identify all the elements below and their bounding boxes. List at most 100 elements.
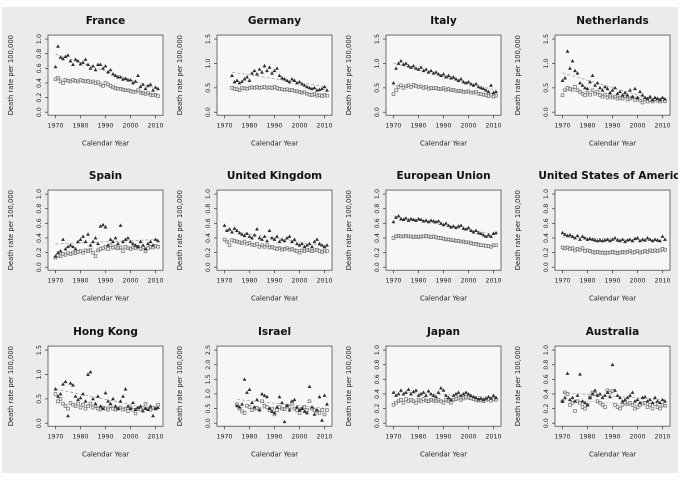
chart-panel-italy: Italy 1970 1980 1990 2000 2010 Calendar Year 0.… [340, 7, 509, 162]
trend-line-square [55, 77, 159, 96]
svg-text:0.2: 0.2 [36, 93, 43, 103]
plot-area [554, 345, 671, 427]
svg-text:0.6: 0.6 [543, 219, 550, 229]
panel-title: Italy [430, 15, 457, 27]
svg-text:0.6: 0.6 [374, 374, 381, 384]
x-axis: 1970 1980 1990 2000 2010 Calendar Year [554, 115, 671, 147]
svg-text:2000: 2000 [291, 122, 307, 129]
svg-text:0.5: 0.5 [205, 83, 212, 93]
x-axis: 1970 1980 1990 2000 2010 Calendar Year [216, 270, 333, 303]
series-triangle-points [560, 49, 667, 102]
panel-title: European Union [396, 170, 490, 182]
chart-panel-france: France 1970 1980 1990 2000 2010 Calendar Year 0… [2, 7, 171, 162]
svg-text:1990: 1990 [97, 278, 113, 285]
svg-text:1980: 1980 [579, 122, 595, 129]
panel-title: Spain [89, 170, 122, 182]
svg-text:0.6: 0.6 [543, 374, 550, 384]
y-axis: 0.0 0.2 0.4 0.6 0.8 1.0 Death rate per 100,000 [176, 189, 217, 273]
svg-text:2000: 2000 [460, 122, 476, 129]
svg-text:1980: 1980 [579, 278, 595, 285]
svg-text:2000: 2000 [122, 433, 138, 440]
trend-line-square [393, 234, 497, 247]
svg-text:0.4: 0.4 [543, 233, 550, 243]
svg-text:0.0: 0.0 [36, 263, 43, 273]
svg-text:1970: 1970 [47, 278, 63, 285]
svg-text:0.4: 0.4 [205, 233, 212, 243]
y-axis: 0.0 0.5 1.0 1.5 Death rate per 100,000 [345, 34, 386, 117]
svg-text:0.0: 0.0 [36, 107, 43, 117]
svg-text:2010: 2010 [316, 278, 332, 285]
svg-text:2.0: 2.0 [205, 359, 212, 369]
mortality-trellis-figure: France 1970 1980 1990 2000 2010 Calendar Year 0… [2, 7, 678, 473]
y-axis-label: Death rate per 100,000 [514, 35, 522, 115]
chart-panel-australia: Australia 1970 1980 1990 2000 2010 Calendar Ye… [509, 318, 678, 473]
svg-text:1980: 1980 [410, 122, 426, 129]
x-axis: 1970 1980 1990 2000 2010 Calendar Year [47, 425, 164, 458]
panel-title: France [86, 15, 126, 27]
series-triangle-points [391, 59, 498, 95]
svg-text:2000: 2000 [629, 433, 645, 440]
svg-text:0.2: 0.2 [374, 248, 381, 258]
svg-text:0.5: 0.5 [205, 403, 212, 413]
y-axis: 0.0 0.2 0.4 0.6 0.8 1.0 Death rate per 100,000 [345, 345, 386, 428]
y-axis-label: Death rate per 100,000 [176, 35, 184, 115]
panel-title: Netherlands [576, 15, 649, 27]
y-axis: 0.0 0.5 1.0 1.5 2.0 2.5 Death rate per 100,000 [176, 345, 217, 428]
x-axis-label: Calendar Year [589, 450, 636, 458]
svg-text:1.0: 1.0 [374, 189, 381, 199]
svg-text:1980: 1980 [241, 122, 257, 129]
plot-area [216, 34, 333, 116]
svg-text:1.5: 1.5 [205, 374, 212, 384]
svg-text:2010: 2010 [485, 122, 501, 129]
svg-text:1980: 1980 [241, 433, 257, 440]
series-triangle-points [53, 223, 160, 259]
svg-text:0.2: 0.2 [205, 248, 212, 258]
svg-text:1970: 1970 [385, 433, 401, 440]
y-axis: 0.0 0.2 0.4 0.6 0.8 1.0 Death rate per 100,000 [514, 345, 555, 428]
svg-text:2010: 2010 [316, 433, 332, 440]
y-axis: 0.0 0.5 1.0 1.5 Death rate per 100,000 [7, 345, 48, 428]
svg-text:1980: 1980 [410, 433, 426, 440]
trend-line-triangle [562, 72, 666, 104]
chart-panel-svg: Israel 1970 1980 1990 2000 2010 Calendar Year 0… [176, 326, 333, 458]
svg-text:0.0: 0.0 [374, 263, 381, 273]
trend-line-square [236, 406, 328, 410]
svg-text:1990: 1990 [435, 278, 451, 285]
svg-text:0.0: 0.0 [543, 263, 550, 273]
svg-text:1.5: 1.5 [374, 34, 381, 44]
svg-text:0.8: 0.8 [374, 359, 381, 369]
y-axis: 0.0 0.2 0.4 0.6 0.8 1.0 Death rate per 100,000 [345, 189, 386, 273]
svg-text:1.5: 1.5 [36, 345, 43, 355]
svg-text:0.5: 0.5 [36, 393, 43, 403]
x-axis: 1970 1980 1990 2000 2010 Calendar Year [554, 425, 671, 458]
svg-text:2010: 2010 [654, 433, 670, 440]
y-axis: 0.0 0.2 0.4 0.6 0.8 1.0 Death rate per 100,000 [7, 34, 48, 117]
x-axis: 1970 1980 1990 2000 2010 Calendar Year [216, 425, 333, 458]
chart-panel-svg: Australia 1970 1980 1990 2000 2010 Calendar Ye… [514, 326, 671, 458]
svg-text:0.0: 0.0 [374, 418, 381, 428]
svg-text:1980: 1980 [72, 122, 88, 129]
series-triangle-points [560, 362, 667, 407]
series-square-points [230, 85, 329, 98]
svg-text:1.0: 1.0 [36, 34, 43, 44]
svg-text:1.0: 1.0 [374, 345, 381, 355]
chart-panel-israel: Israel 1970 1980 1990 2000 2010 Calendar Year 0… [171, 318, 340, 473]
chart-panel-united-kingdom: United Kingdom 1970 1980 1990 2000 2010 Calend… [171, 162, 340, 317]
svg-text:0.2: 0.2 [374, 403, 381, 413]
svg-text:2010: 2010 [147, 433, 163, 440]
chart-panel-european-union: European Union 1970 1980 1990 2000 2010 Calend… [340, 162, 509, 317]
series-square-points [560, 246, 667, 256]
svg-text:0.6: 0.6 [205, 219, 212, 229]
series-triangle-points [560, 231, 667, 244]
svg-text:1990: 1990 [604, 433, 620, 440]
svg-text:0.2: 0.2 [543, 403, 550, 413]
chart-panel-japan: Japan 1970 1980 1990 2000 2010 Calendar Year 0.… [340, 318, 509, 473]
svg-text:2000: 2000 [460, 278, 476, 285]
series-triangle-points [230, 63, 329, 92]
svg-text:2010: 2010 [147, 278, 163, 285]
svg-text:0.0: 0.0 [36, 418, 43, 428]
svg-text:0.8: 0.8 [36, 49, 43, 59]
svg-text:0.4: 0.4 [36, 233, 43, 243]
svg-text:1970: 1970 [216, 433, 232, 440]
